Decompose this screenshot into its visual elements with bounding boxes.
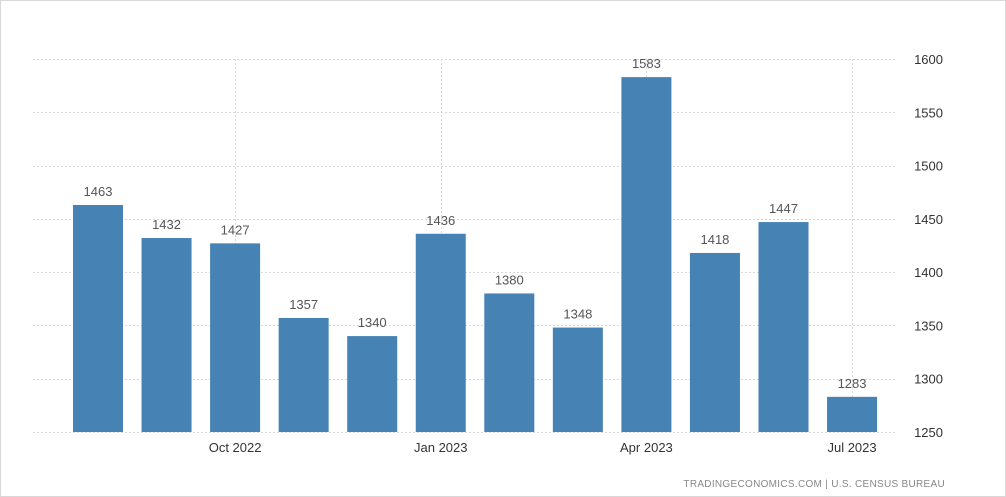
bar (210, 243, 261, 432)
x-tick-label: Apr 2023 (620, 440, 673, 455)
bar-value-label: 1340 (358, 315, 387, 330)
bar (415, 233, 466, 432)
bar-value-label: 1463 (84, 184, 113, 199)
y-tick-label: 1500 (914, 159, 943, 174)
bar-value-label: 1447 (769, 201, 798, 216)
y-axis-tick-labels: 1250 1300 1350 1400 1450 1500 1550 1600 (914, 52, 943, 440)
x-axis-tick-labels: Oct 2022 Jan 2023 Apr 2023 Jul 2023 (209, 440, 877, 455)
bar-value-label: 1348 (563, 307, 592, 322)
y-tick-label: 1550 (914, 105, 943, 120)
bar (552, 327, 603, 432)
y-tick-label: 1400 (914, 265, 943, 280)
bar (278, 317, 329, 432)
bar-value-label: 1283 (838, 376, 867, 391)
bar (689, 252, 740, 432)
x-tick-label: Jan 2023 (414, 440, 468, 455)
bar (484, 293, 535, 432)
y-tick-label: 1350 (914, 318, 943, 333)
bar-value-label: 1432 (152, 217, 181, 232)
bar (347, 336, 398, 432)
x-tick-label: Oct 2022 (209, 440, 262, 455)
source-attribution: TRADINGECONOMICS.COM | U.S. CENSUS BUREA… (683, 479, 945, 490)
bar-value-label: 1583 (632, 56, 661, 71)
bar (73, 205, 123, 432)
y-tick-label: 1300 (914, 372, 943, 387)
x-tick-label: Jul 2023 (827, 440, 876, 455)
bar-value-label: 1357 (289, 297, 318, 312)
value-labels: 1463 1432 1427 1357 1340 1436 1380 1348 1583 1418… (84, 56, 867, 391)
bar (141, 238, 192, 432)
bar (827, 396, 878, 432)
bars (73, 77, 878, 433)
y-tick-label: 1600 (914, 52, 943, 67)
bar-value-label: 1418 (700, 232, 729, 247)
bar (758, 222, 809, 432)
bar-value-label: 1436 (426, 213, 455, 228)
bar-value-label: 1427 (221, 222, 250, 237)
y-tick-label: 1450 (914, 212, 943, 227)
bar (621, 77, 672, 433)
bar-value-label: 1380 (495, 272, 524, 287)
y-tick-label: 1250 (914, 425, 943, 440)
